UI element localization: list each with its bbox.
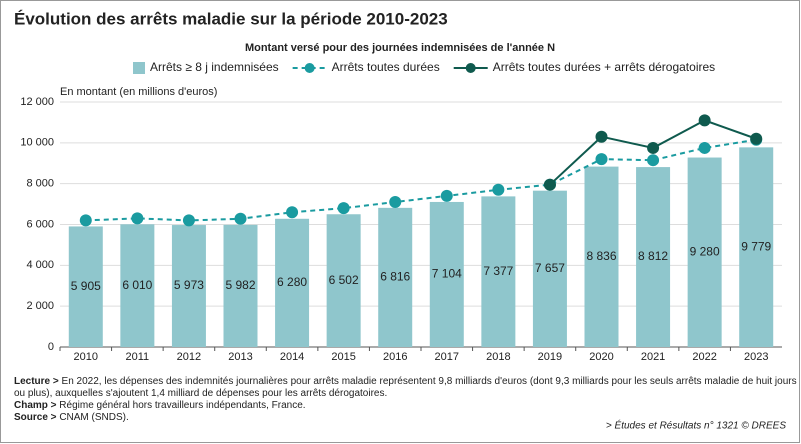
data-label: 6 280 — [277, 275, 307, 289]
credit: > Études et Résultats n° 1321 © DREES — [606, 419, 786, 432]
y-tick-label: 4 000 — [26, 259, 54, 271]
data-label: 6 502 — [329, 273, 359, 287]
data-label: 8 836 — [586, 249, 616, 263]
note-label: Source > — [14, 412, 57, 423]
data-label: 6 010 — [122, 278, 152, 292]
point — [647, 154, 660, 167]
legend-swatch — [133, 62, 145, 74]
x-tick-label: 2015 — [331, 351, 355, 363]
x-tick-label: 2019 — [538, 351, 562, 363]
y-tick-label: 2 000 — [26, 300, 54, 312]
x-tick-label: 2014 — [280, 351, 304, 363]
bar — [120, 224, 155, 347]
legend-swatch — [465, 63, 476, 73]
bar — [275, 218, 310, 347]
note-text: Régime général hors travailleurs indépen… — [59, 400, 305, 411]
point — [234, 212, 247, 225]
x-tick-label: 2023 — [744, 351, 768, 363]
y-tick-label: 12 000 — [20, 96, 54, 108]
point — [182, 214, 195, 227]
bar — [481, 196, 516, 347]
note: Lecture > En 2022, les dépenses des inde… — [14, 376, 797, 387]
bar — [532, 190, 567, 347]
x-tick-label: 2010 — [74, 351, 98, 363]
data-label: 5 982 — [225, 278, 255, 292]
note-text: En 2022, les dépenses des indemnités jou… — [62, 376, 797, 387]
chart-title: Évolution des arrêts maladie sur la péri… — [14, 9, 448, 28]
x-tick-label: 2011 — [126, 351, 150, 363]
legend-label: Arrêts toutes durées — [332, 60, 440, 74]
point — [131, 212, 144, 225]
legend-label: Arrêts toutes durées + arrêts dérogatoir… — [493, 60, 715, 74]
line — [85, 138, 757, 222]
x-tick-label: 2020 — [589, 351, 613, 363]
point — [440, 189, 453, 202]
y-axis-label: En montant (en millions d'euros) — [60, 86, 217, 98]
x-tick-label: 2017 — [435, 351, 459, 363]
note: ou plus), auxquelles s'ajoutent 1,4 mill… — [14, 388, 387, 399]
data-label: 8 812 — [638, 249, 668, 263]
y-tick-label: 0 — [48, 341, 54, 353]
bar — [687, 157, 722, 347]
chart-subtitle: Montant versé pour des journées indemnis… — [245, 42, 555, 54]
point — [698, 114, 711, 127]
data-label: 5 905 — [71, 279, 101, 293]
bar — [223, 224, 258, 347]
data-label: 7 104 — [432, 267, 462, 281]
x-tick-label: 2018 — [486, 351, 510, 363]
legend-label: Arrêts ≥ 8 j indemnisées — [150, 60, 279, 74]
data-label: 9 779 — [741, 239, 771, 253]
bar — [171, 225, 206, 347]
data-label: 5 973 — [174, 278, 204, 292]
data-label: 7 657 — [535, 261, 565, 275]
point — [337, 202, 350, 215]
x-tick-label: 2022 — [692, 351, 716, 363]
data-label: 9 280 — [690, 244, 720, 258]
bar — [584, 166, 619, 347]
point — [750, 132, 763, 145]
bar — [68, 226, 103, 347]
point — [492, 183, 505, 196]
data-label: 6 816 — [380, 270, 410, 284]
point — [698, 141, 711, 154]
point — [286, 206, 299, 219]
note-label: Champ > — [14, 400, 57, 411]
note: Champ > Régime général hors travailleurs… — [14, 400, 306, 411]
point — [389, 196, 402, 209]
point — [79, 214, 92, 227]
y-tick-label: 10 000 — [20, 137, 54, 149]
y-tick-label: 6 000 — [26, 218, 54, 230]
note: Source > CNAM (SNDS). — [14, 412, 129, 423]
point — [543, 178, 556, 191]
data-label: 7 377 — [483, 264, 513, 278]
x-tick-label: 2021 — [641, 351, 665, 363]
note-text: ou plus), auxquelles s'ajoutent 1,4 mill… — [14, 388, 387, 399]
point — [595, 153, 608, 166]
note-text: CNAM (SNDS). — [59, 412, 128, 423]
bar — [429, 201, 464, 347]
bar — [636, 167, 671, 347]
legend-swatch — [304, 63, 315, 73]
bar — [326, 214, 361, 347]
y-tick-label: 8 000 — [26, 178, 54, 190]
bar — [378, 207, 413, 347]
x-tick-label: 2016 — [383, 351, 407, 363]
note-label: Lecture > — [14, 376, 59, 387]
point — [595, 130, 608, 143]
bar — [739, 147, 774, 347]
x-tick-label: 2012 — [177, 351, 201, 363]
x-tick-label: 2013 — [228, 351, 252, 363]
point — [647, 141, 660, 154]
